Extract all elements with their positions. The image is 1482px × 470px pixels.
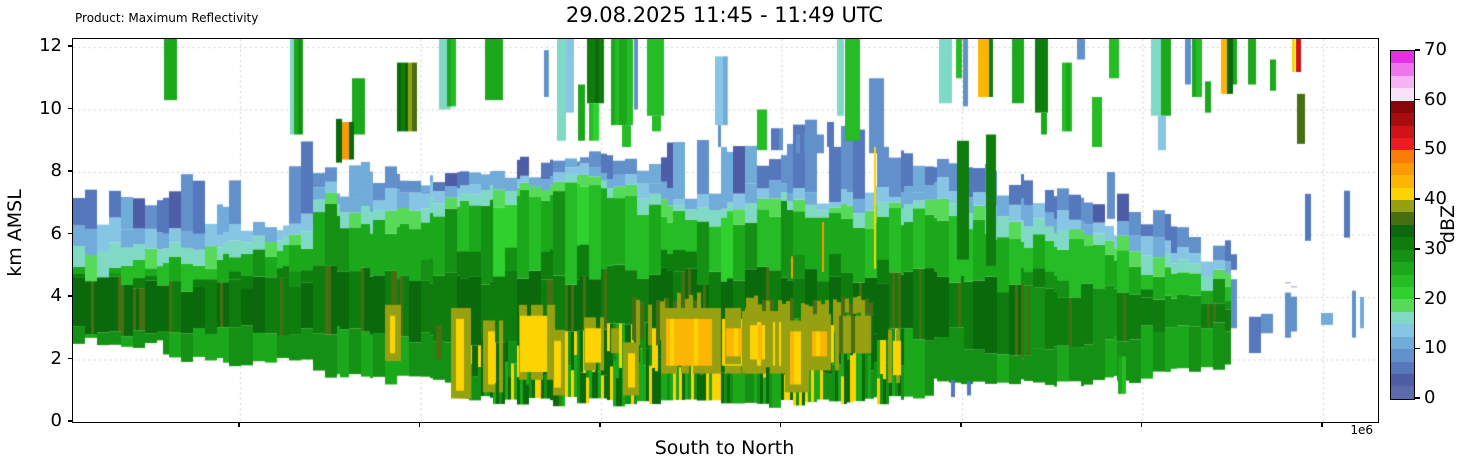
- y-tick-mark: [68, 295, 73, 297]
- colorbar-band: [1391, 274, 1414, 288]
- x-tick-mark: [418, 422, 421, 427]
- colorbar-band: [1391, 336, 1414, 350]
- product-label: Product: Maximum Reflectivity: [75, 11, 259, 25]
- colorbar-tick-mark: [1415, 49, 1420, 51]
- colorbar-tick-mark: [1415, 297, 1420, 300]
- colorbar-tick-label: 40: [1424, 188, 1447, 210]
- colorbar-band: [1391, 249, 1414, 263]
- x-tick-mark: [1321, 422, 1323, 427]
- colorbar-tick-mark: [1415, 347, 1420, 349]
- colorbar: [1390, 50, 1415, 400]
- y-tick-mark: [68, 232, 73, 235]
- x-tick-mark: [779, 422, 782, 427]
- colorbar-tick-label: 70: [1424, 39, 1447, 60]
- y-tick-mark: [68, 45, 73, 47]
- colorbar-tick-mark: [1415, 198, 1420, 200]
- colorbar-band: [1391, 88, 1414, 101]
- colorbar-tick-mark: [1415, 397, 1420, 399]
- colorbar-band: [1391, 187, 1414, 201]
- colorbar-band: [1391, 212, 1414, 225]
- colorbar-tick-mark: [1415, 99, 1420, 101]
- colorbar-band: [1391, 75, 1414, 89]
- y-tick-mark: [68, 107, 73, 110]
- y-tick-mark: [68, 420, 73, 422]
- colorbar-tick-label: 0: [1424, 387, 1436, 408]
- x-tick-mark: [599, 422, 601, 427]
- y-tick-mark: [68, 170, 73, 172]
- colorbar-band: [1391, 237, 1414, 250]
- x-tick-mark: [1140, 422, 1143, 427]
- colorbar-band: [1391, 287, 1414, 300]
- colorbar-tick-label: 50: [1424, 138, 1447, 160]
- colorbar-band: [1391, 299, 1414, 312]
- colorbar-band: [1391, 63, 1414, 76]
- y-tick-label: 10: [39, 97, 62, 119]
- y-tick-mark: [68, 357, 73, 360]
- x-tick-mark: [238, 422, 240, 427]
- colorbar-band: [1391, 113, 1414, 126]
- colorbar-label: dBZ: [1437, 204, 1459, 244]
- y-tick-label: 4: [50, 285, 62, 306]
- y-tick-label: 6: [50, 222, 62, 244]
- colorbar-band: [1391, 324, 1414, 337]
- colorbar-band: [1391, 175, 1414, 188]
- colorbar-band: [1391, 137, 1414, 151]
- colorbar-band: [1391, 386, 1414, 399]
- colorbar-band: [1391, 262, 1414, 275]
- y-tick-label: 0: [50, 410, 62, 431]
- colorbar-tick-mark: [1415, 148, 1420, 151]
- colorbar-tick-mark: [1415, 248, 1420, 250]
- colorbar-band: [1391, 349, 1414, 362]
- x-axis-label: South to North: [654, 437, 795, 459]
- colorbar-tick-label: 60: [1424, 88, 1447, 110]
- y-tick-label: 2: [50, 347, 62, 369]
- colorbar-tick-label: 30: [1424, 237, 1447, 259]
- reflectivity-heatmap: [73, 39, 1378, 422]
- colorbar-band: [1391, 200, 1414, 213]
- colorbar-band: [1391, 125, 1414, 138]
- axis-offset-label: 1e6: [1350, 423, 1373, 437]
- colorbar-band: [1391, 162, 1414, 176]
- colorbar-band: [1391, 373, 1414, 387]
- colorbar-band: [1391, 224, 1414, 238]
- x-tick-mark: [960, 422, 962, 427]
- chart-title: 29.08.2025 11:45 - 11:49 UTC: [565, 3, 884, 27]
- colorbar-tick-label: 10: [1424, 337, 1447, 359]
- colorbar-band: [1391, 51, 1414, 64]
- colorbar-band: [1391, 311, 1414, 325]
- colorbar-tick-label: 20: [1424, 287, 1447, 309]
- y-tick-label: 12: [39, 35, 62, 56]
- y-tick-label: 8: [50, 160, 62, 181]
- colorbar-band: [1391, 361, 1414, 374]
- colorbar-band: [1391, 100, 1414, 114]
- plot-area: [72, 38, 1379, 423]
- colorbar-band: [1391, 150, 1414, 163]
